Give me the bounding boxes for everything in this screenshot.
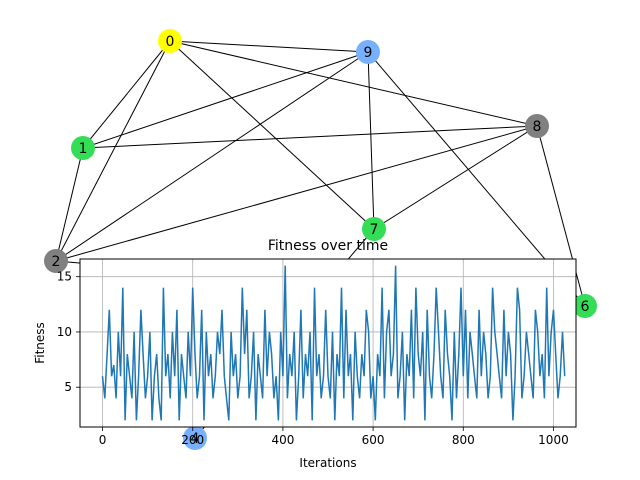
fitness-chart: 0 200 400 600 800 1000 5 10 15 Fitness over tim… — [33, 238, 577, 470]
graph-edge-0-8 — [169, 40, 538, 127]
graph-edge-9-7 — [367, 51, 375, 230]
graph-edge-8-2 — [55, 125, 538, 262]
x-axis-label: Iterations — [299, 456, 356, 470]
graph-node-label: 0 — [166, 34, 175, 50]
y-tick-label: 5 — [64, 380, 72, 394]
graph-edge-1-2 — [55, 147, 84, 262]
graph-node-6: 6 — [573, 294, 597, 318]
graph-node-7: 7 — [362, 217, 386, 241]
graph-edge-0-7 — [169, 40, 375, 230]
x-tick-label: 800 — [452, 433, 475, 447]
y-axis-ticks: 5 10 15 — [57, 270, 80, 394]
y-tick-label: 10 — [57, 325, 72, 339]
graph-edge-0-2 — [55, 40, 171, 262]
graph-node-label: 2 — [52, 254, 61, 270]
graph-node-4: 4 — [183, 426, 207, 450]
graph-node-circle — [158, 29, 182, 53]
x-axis-ticks: 0 200 400 600 800 1000 — [99, 427, 569, 447]
graph-node-label: 6 — [581, 299, 590, 315]
graph-edges — [55, 40, 586, 439]
graph-node-9: 9 — [356, 40, 380, 64]
graph-node-circle — [71, 136, 95, 160]
graph-edge-9-1 — [82, 51, 369, 149]
graph-node-circle — [356, 40, 380, 64]
x-tick-label: 1000 — [538, 433, 569, 447]
graph-node-2: 2 — [44, 249, 68, 273]
graph-edge-8-7 — [373, 125, 538, 230]
graph-node-0: 0 — [158, 29, 182, 53]
graph-node-circle — [44, 249, 68, 273]
graph-edge-8-6 — [536, 125, 586, 307]
graph-edge-8-1 — [82, 125, 538, 149]
graph-node-label: 1 — [79, 141, 88, 157]
x-tick-label: 0 — [99, 433, 107, 447]
graph-node-circle — [525, 114, 549, 138]
graph-node-8: 8 — [525, 114, 549, 138]
graph-node-label: 4 — [191, 431, 200, 447]
graph-node-circle — [573, 294, 597, 318]
x-tick-label: 400 — [271, 433, 294, 447]
y-tick-label: 15 — [57, 270, 72, 284]
graph-node-circle — [183, 426, 207, 450]
graph-edge-0-1 — [82, 40, 171, 149]
chart-title: Fitness over time — [268, 238, 388, 254]
graph-node-label: 7 — [370, 222, 379, 238]
graph-node-1: 1 — [71, 136, 95, 160]
y-axis-label: Fitness — [33, 322, 47, 364]
graph-edge-9-2 — [55, 51, 369, 262]
plot-area-frame — [79, 258, 577, 428]
graph-nodes: 0 1 2 4 6 7 8 9 — [44, 29, 597, 450]
graph-edge-0-9 — [169, 40, 369, 53]
graph-node-circle — [362, 217, 386, 241]
x-tick-label: 600 — [362, 433, 385, 447]
fitness-series-line — [101, 265, 566, 421]
plot-area-background — [80, 259, 576, 427]
x-tick-label: 200 — [181, 433, 204, 447]
graph-node-label: 9 — [364, 45, 373, 61]
graph-node-label: 8 — [533, 119, 542, 135]
